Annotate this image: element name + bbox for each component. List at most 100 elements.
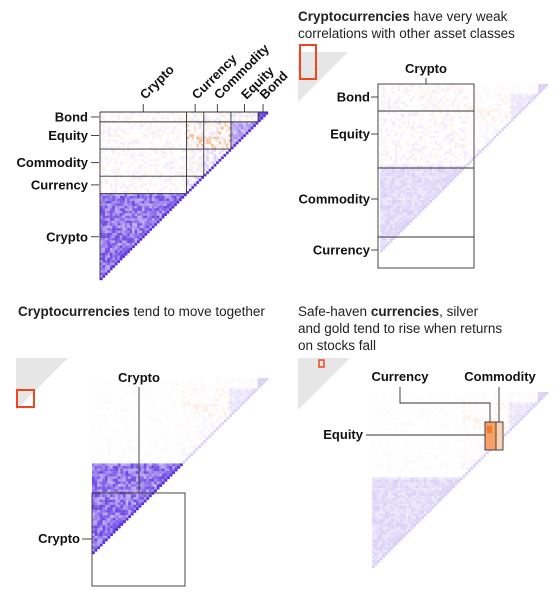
- heatmap-cell: [144, 208, 148, 212]
- heatmap-cell: [156, 119, 160, 123]
- heatmap-cell: [414, 168, 418, 171]
- heatmap-cell: [109, 252, 113, 256]
- heatmap-cell: [206, 171, 209, 174]
- heatmap-cell: [109, 223, 113, 226]
- heatmap-cell: [161, 481, 165, 485]
- heatmap-cell: [139, 114, 143, 118]
- heatmap-cell: [190, 398, 194, 402]
- heatmap-cell: [137, 215, 140, 219]
- heatmap-cell: [466, 113, 470, 117]
- heatmap-cell: [161, 116, 165, 120]
- heatmap-cell: [97, 471, 100, 474]
- heatmap-cell: [94, 546, 98, 550]
- heatmap-cell: [169, 193, 172, 197]
- heatmap-cell: [119, 173, 123, 177]
- heatmap-cell: [250, 121, 254, 125]
- heatmap-cell: [186, 183, 190, 187]
- heatmap-cell: [201, 166, 204, 170]
- heatmap-cell: [115, 525, 119, 529]
- heatmap-cell: [409, 190, 413, 193]
- heatmap-cell: [127, 233, 130, 236]
- heatmap-cell: [179, 129, 182, 132]
- heatmap-cell: [228, 126, 232, 130]
- heatmap-cell: [382, 244, 386, 248]
- heatmap-cell: [138, 401, 142, 405]
- heatmap-cell: [252, 390, 256, 394]
- heatmap-cell: [475, 407, 479, 411]
- heatmap-cell: [483, 106, 487, 109]
- heatmap-cell: [127, 242, 130, 246]
- heatmap-cell: [184, 119, 187, 123]
- heatmap-cell: [102, 520, 106, 524]
- heatmap-cell: [493, 397, 497, 400]
- heatmap-cell: [258, 119, 261, 123]
- heatmap-cell: [179, 181, 182, 184]
- heatmap-cell: [491, 98, 494, 102]
- heatmap-cell: [198, 422, 201, 425]
- heatmap-cell: [132, 198, 135, 202]
- heatmap-cell: [102, 267, 106, 271]
- heatmap-cell: [481, 126, 484, 129]
- heatmap-cell: [451, 118, 455, 122]
- heatmap-cell: [478, 128, 482, 132]
- heatmap-cell: [394, 163, 398, 166]
- heatmap-cell: [112, 218, 116, 221]
- heatmap-cell: [119, 228, 123, 231]
- heatmap-cell: [193, 154, 197, 157]
- heatmap-cell: [123, 481, 126, 485]
- heatmap-cell: [107, 225, 111, 229]
- heatmap-cell: [119, 203, 123, 207]
- heatmap-cell: [389, 140, 393, 144]
- heatmap-cell: [187, 455, 191, 459]
- heatmap-cell: [144, 183, 148, 187]
- heatmap-cell: [107, 252, 111, 256]
- heatmap-cell: [154, 163, 158, 167]
- heatmap-cell: [384, 224, 388, 228]
- heatmap-cell: [156, 450, 160, 454]
- heatmap-cell: [180, 455, 183, 459]
- heatmap-cell: [476, 88, 480, 92]
- heatmap-cell: [195, 429, 199, 433]
- heatmap-cell: [394, 172, 398, 176]
- heatmap-cell: [94, 388, 98, 392]
- heatmap-cell: [102, 235, 106, 239]
- heatmap-cell: [503, 86, 507, 90]
- heatmap-cell: [243, 129, 246, 132]
- heatmap-cell: [394, 210, 398, 213]
- heatmap-cell: [190, 442, 194, 446]
- heatmap-cell: [146, 119, 150, 123]
- heatmap-cell: [221, 422, 225, 425]
- heatmap-cell: [99, 450, 103, 454]
- heatmap-cell: [128, 471, 132, 474]
- heatmap-cell: [128, 409, 132, 412]
- heatmap-cell: [208, 401, 212, 405]
- heatmap-cell: [159, 463, 163, 467]
- heatmap-cell: [185, 411, 188, 415]
- heatmap-cell: [540, 88, 544, 92]
- heatmap-cell: [107, 205, 111, 209]
- heatmap-cell: [92, 398, 95, 402]
- heatmap-cell: [186, 124, 190, 128]
- heatmap-cell: [389, 106, 393, 109]
- heatmap-cell: [229, 401, 232, 405]
- heatmap-cell: [387, 168, 391, 171]
- heatmap-cell: [122, 200, 125, 204]
- heatmap-cell: [422, 135, 425, 139]
- heatmap-cell: [115, 517, 119, 521]
- heatmap-cell: [104, 208, 108, 212]
- heatmap-cell: [102, 129, 106, 132]
- heatmap-cell: [122, 215, 125, 219]
- heatmap-cell: [236, 390, 240, 394]
- heatmap-cell: [182, 416, 186, 420]
- heatmap-cell: [139, 193, 143, 197]
- heatmap-cell: [92, 512, 95, 516]
- heatmap-cell: [156, 114, 160, 118]
- heatmap-cell: [119, 208, 123, 212]
- heatmap-cell: [169, 158, 172, 162]
- heatmap-cell: [434, 155, 438, 159]
- heatmap-cell: [496, 128, 499, 132]
- thumbnail: [298, 358, 350, 410]
- heatmap-cell: [471, 138, 475, 142]
- heatmap-cell: [123, 378, 126, 381]
